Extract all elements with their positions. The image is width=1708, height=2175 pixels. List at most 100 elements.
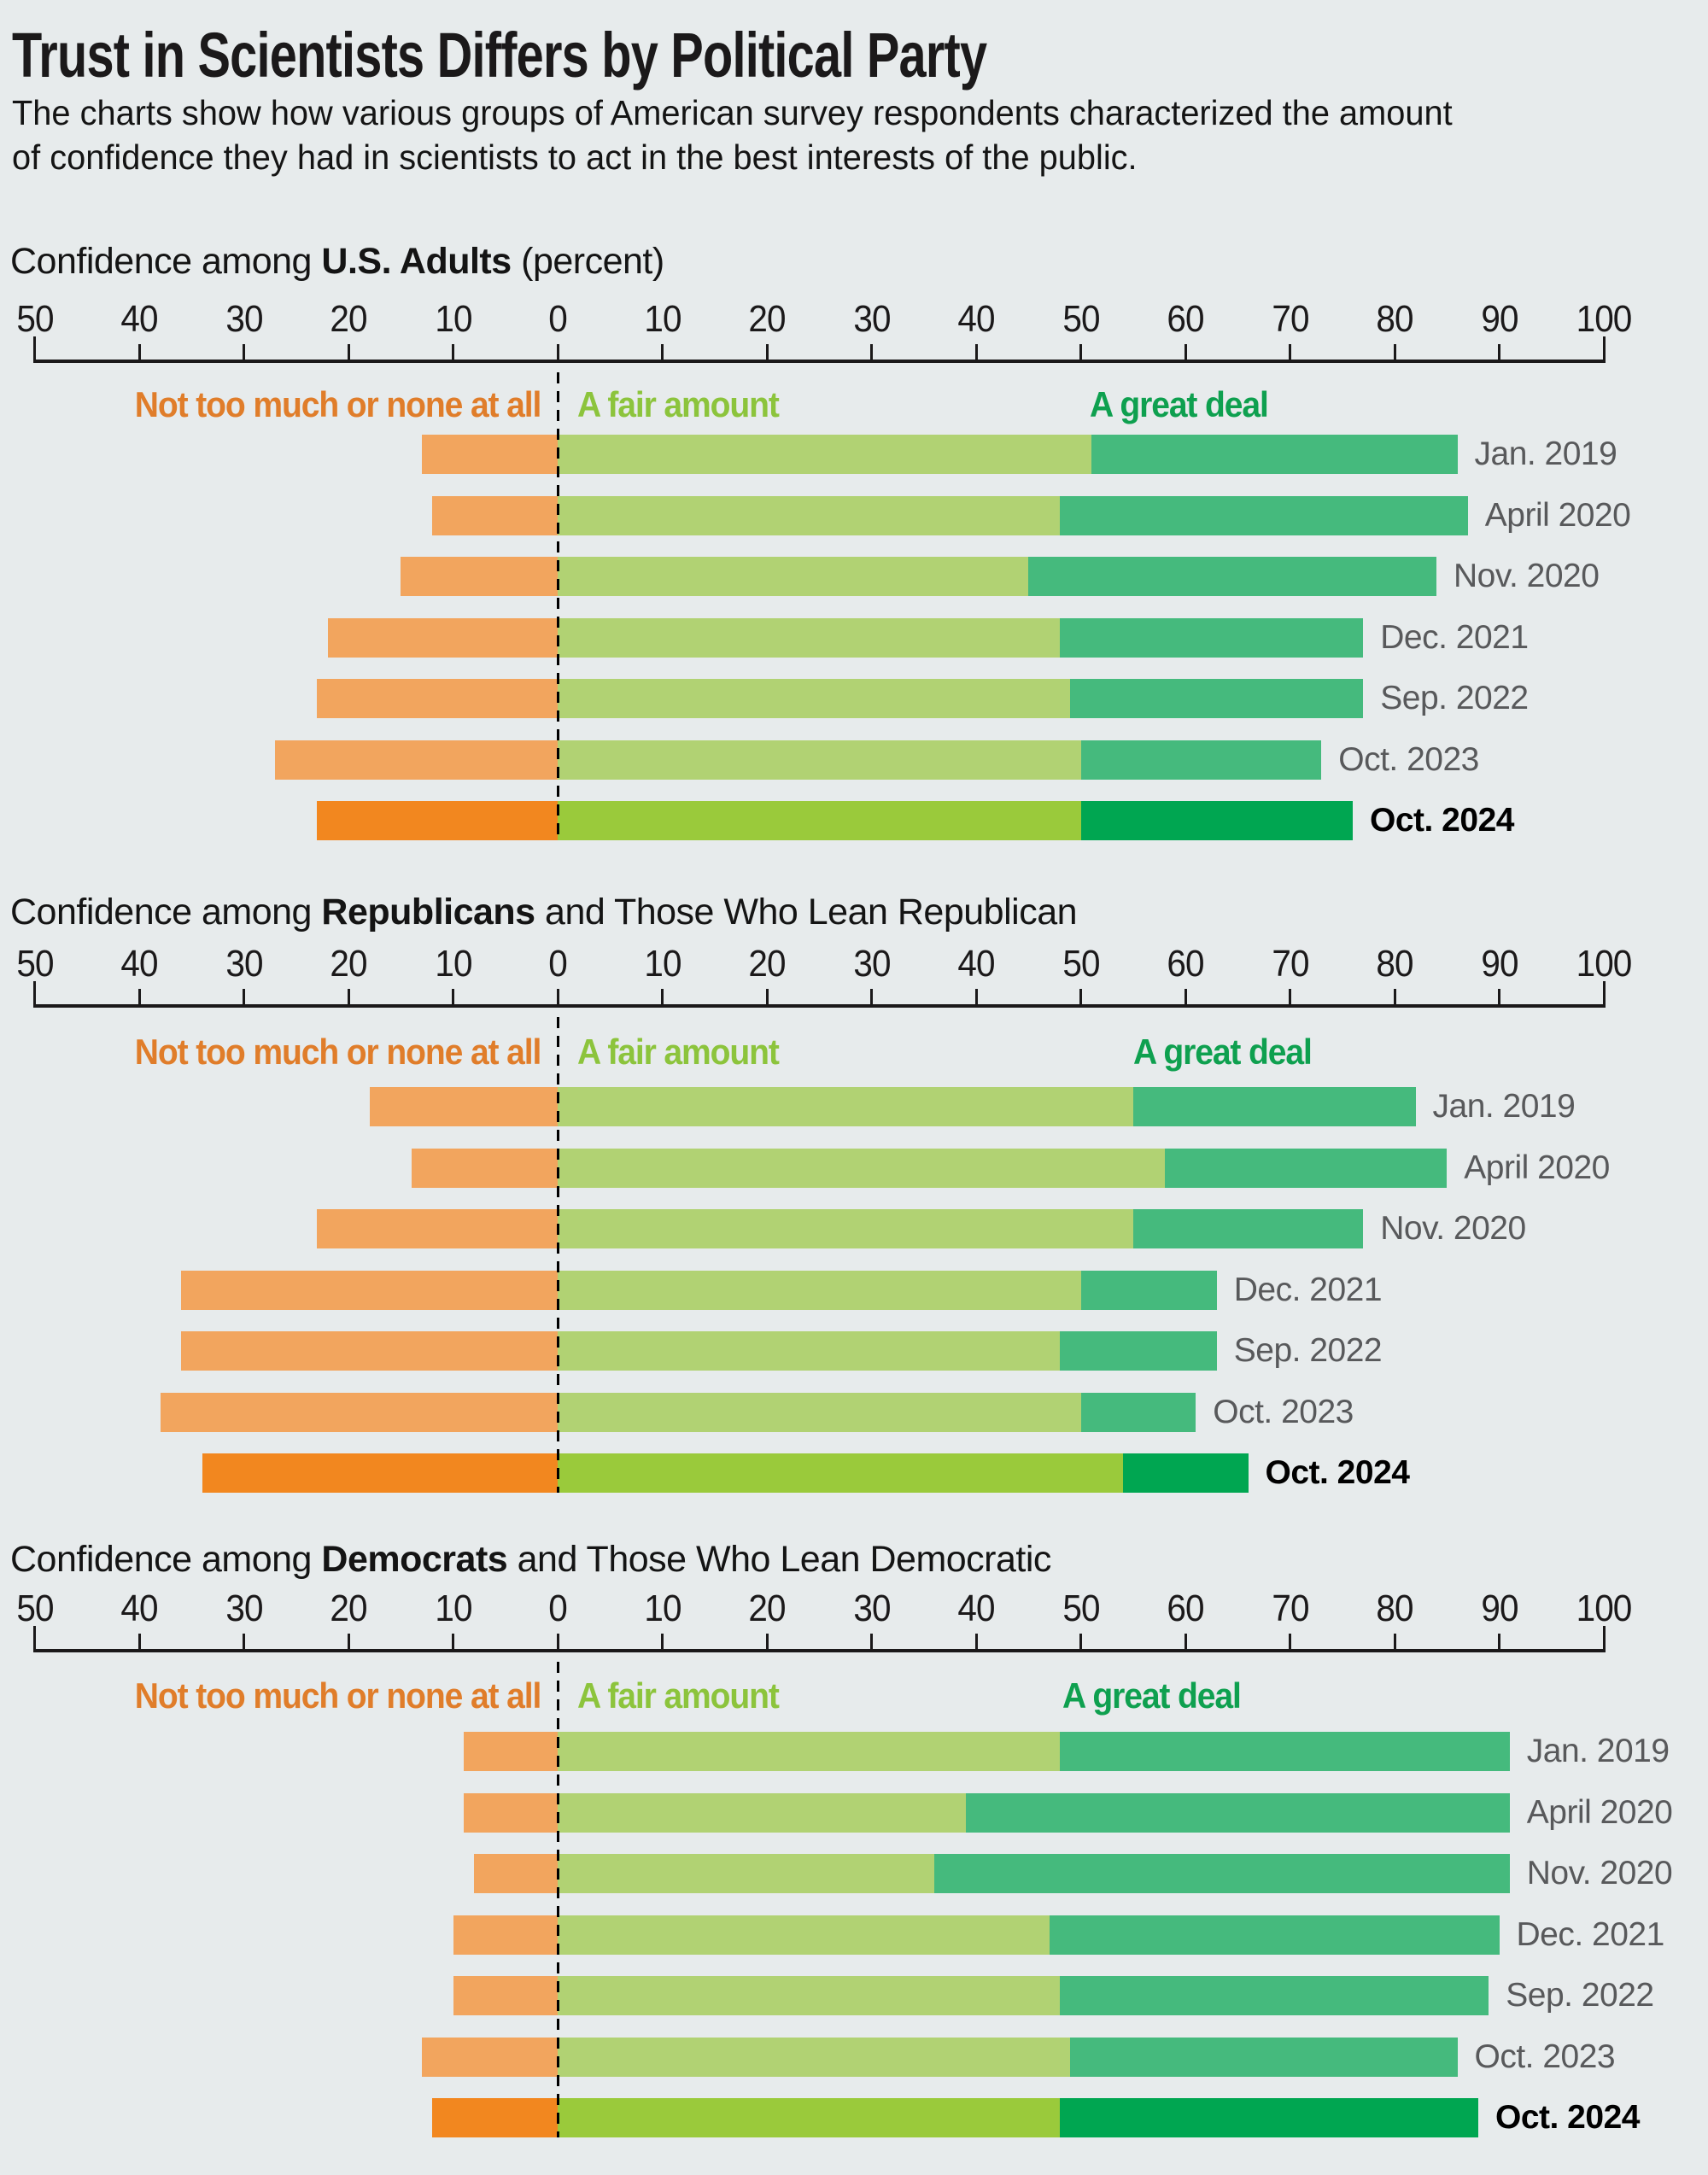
bar-segment-great-deal (1091, 435, 1458, 474)
bar-segment-fair-amount (558, 1792, 966, 1833)
legend-fair-amount: A fair amount (577, 1675, 780, 1716)
heading-suffix: (percent) (511, 241, 664, 282)
legend-not-too-much: Not too much or none at all (134, 1032, 542, 1072)
axis-tick-label: 40 (957, 1587, 995, 1629)
axis-tick (556, 1634, 559, 1651)
axis-tick (1498, 989, 1500, 1006)
axis-tick (1393, 989, 1396, 1006)
axis-tick (1079, 1634, 1082, 1651)
bar-segment-fair-amount (558, 1392, 1081, 1432)
axis-tick-label: 20 (748, 1587, 786, 1629)
axis-tick-label: 60 (1167, 1587, 1204, 1629)
axis-tick-label: 80 (1376, 943, 1413, 985)
heading-prefix: Confidence among (10, 1539, 322, 1580)
legend-great-deal: A great deal (1062, 1675, 1242, 1716)
axis-tick (1602, 981, 1606, 1006)
bar-segment-great-deal (1060, 495, 1468, 535)
bar-segment-not-too-much (432, 495, 558, 535)
legend-not-too-much: Not too much or none at all (134, 1675, 542, 1716)
bar-segment-great-deal (1060, 1976, 1489, 2015)
bar-segment-not-too-much (181, 1331, 558, 1371)
axis-tick-label: 30 (852, 1587, 891, 1629)
axis-tick (347, 344, 350, 361)
bar-segment-not-too-much (160, 1392, 558, 1432)
bar-segment-not-too-much (401, 557, 558, 596)
axis-tick (243, 344, 245, 361)
axis-tick (347, 1634, 350, 1651)
heading-suffix: and Those Who Lean Democratic (507, 1539, 1052, 1580)
axis-tick-label: 100 (1576, 943, 1633, 985)
bar-segment-great-deal (965, 1792, 1510, 1833)
axis-tick (1079, 344, 1082, 361)
axis-tick (870, 989, 873, 1006)
axis-tick (661, 344, 664, 361)
bar-row-label: April 2020 (1464, 1149, 1610, 1186)
heading-group: U.S. Adults (321, 241, 512, 282)
axis-tick (765, 989, 769, 1006)
chart-heading-democrats: Confidence among Democrats and Those Who… (10, 1539, 1051, 1581)
axis-tick (452, 1634, 454, 1651)
axis-tick-label: 90 (1480, 943, 1518, 985)
bar-segment-not-too-much (463, 1732, 558, 1771)
axis-tick (33, 981, 36, 1006)
bar-row-label: Dec. 2021 (1380, 618, 1529, 656)
axis-tick (556, 344, 559, 361)
axis-tick-label: 30 (225, 1587, 263, 1629)
axis-tick (137, 1634, 141, 1651)
axis-tick (1289, 344, 1291, 361)
bar-segment-not-too-much (327, 617, 558, 658)
bar-row-label: Nov. 2020 (1380, 1210, 1526, 1247)
bar-segment-fair-amount (558, 2098, 1060, 2137)
axis-tick-label: 20 (330, 1587, 367, 1629)
axis-tick-label: 90 (1480, 1587, 1518, 1629)
bar-row-label: Oct. 2024 (1265, 1454, 1410, 1491)
bar-segment-great-deal (1132, 1209, 1364, 1248)
heading-group: Democrats (321, 1539, 508, 1580)
bar-segment-not-too-much (463, 1792, 558, 1833)
bar-row-label: Sep. 2022 (1233, 1332, 1383, 1369)
axis-tick-label: 40 (957, 943, 995, 985)
axis-tick (137, 344, 141, 361)
bar-segment-not-too-much (317, 1209, 558, 1248)
axis-tick (870, 1634, 873, 1651)
axis-tick (765, 344, 769, 361)
axis-tick-label: 30 (852, 943, 891, 985)
axis-tick-label: 30 (852, 298, 891, 340)
page-title: Trust in Scientists Differs by Political… (12, 20, 987, 91)
bar-segment-fair-amount (558, 557, 1029, 596)
bar-segment-not-too-much (474, 1854, 558, 1893)
axis-baseline (32, 1004, 1606, 1008)
axis-tick-label: 50 (1062, 298, 1100, 340)
bar-segment-great-deal (1070, 2037, 1458, 2077)
axis-tick-label: 40 (120, 298, 158, 340)
axis-tick-label: 90 (1480, 298, 1518, 340)
bar-segment-great-deal (1028, 557, 1436, 596)
subtitle-line-2: of confidence they had in scientists to … (12, 137, 1138, 177)
bar-row-label: Oct. 2023 (1213, 1393, 1354, 1430)
axis-tick-label: 100 (1576, 298, 1633, 340)
bar-row-label: Oct. 2024 (1370, 802, 1514, 839)
axis-tick-label: 20 (748, 298, 786, 340)
axis-tick (33, 336, 36, 361)
chart-heading-us-adults: Confidence among U.S. Adults (percent) (10, 241, 664, 283)
axis-tick (1498, 1634, 1500, 1651)
bar-segment-great-deal (1164, 1148, 1448, 1188)
axis-tick (1393, 344, 1396, 361)
axis-tick-label: 40 (957, 298, 995, 340)
heading-group: Republicans (321, 892, 535, 933)
bar-segment-fair-amount (558, 1148, 1165, 1188)
legend-not-too-much: Not too much or none at all (134, 384, 542, 424)
chart-heading-republicans: Confidence among Republicans and Those W… (10, 892, 1078, 933)
axis-tick-label: 30 (225, 298, 263, 340)
axis-tick-label: 60 (1167, 943, 1204, 985)
axis-tick-label: 70 (1271, 1587, 1309, 1629)
bar-segment-fair-amount (558, 1270, 1081, 1310)
bar-segment-not-too-much (453, 1915, 558, 1955)
bar-segment-not-too-much (317, 801, 558, 840)
axis-tick (452, 344, 454, 361)
bar-segment-great-deal (1060, 2098, 1478, 2137)
axis-tick (137, 989, 141, 1006)
bar-segment-not-too-much (202, 1453, 558, 1493)
bar-segment-great-deal (1070, 679, 1364, 718)
